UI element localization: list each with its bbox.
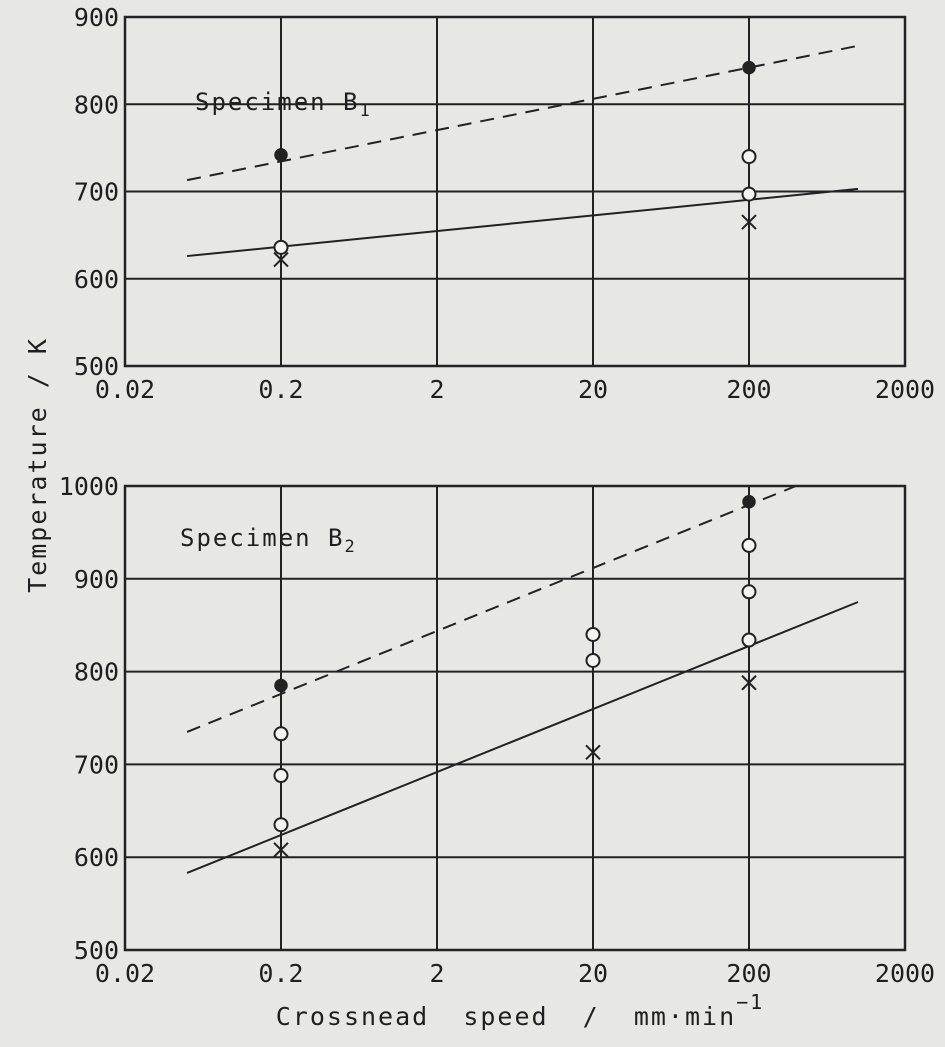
data-point-cross <box>741 214 757 230</box>
data-point-cross <box>273 251 289 268</box>
data-point-open <box>741 186 757 202</box>
panel-title: Specimen B2 <box>180 524 357 557</box>
x-tick-label: 200 <box>726 959 771 988</box>
panel-title: Specimen B1 <box>195 88 372 121</box>
y-tick-label: 500 <box>74 352 119 381</box>
data-point-open <box>741 632 757 648</box>
x-axis-title-main: Crossnead speed / mm·min <box>276 1002 736 1031</box>
data-point-open <box>273 726 289 742</box>
data-point-cross <box>585 744 601 761</box>
data-point-filled <box>742 495 756 509</box>
data-point-open <box>273 817 289 833</box>
data-point-open <box>741 149 757 165</box>
x-tick-label: 20 <box>578 959 608 988</box>
data-point-open <box>585 652 601 668</box>
panel-b1: 500 600 700 800 900 0.02 0.2 2 20 200 2000 Specimen… <box>74 3 935 404</box>
y-tick-label: 600 <box>74 843 119 872</box>
y-tick-label: 1000 <box>59 472 119 501</box>
panel-title-subscript: 1 <box>360 101 372 121</box>
x-tick-label: 20 <box>578 375 608 404</box>
data-point-filled <box>274 148 288 162</box>
x-tick-label: 2 <box>429 959 444 988</box>
cross-stroke <box>741 675 757 691</box>
panel-title-subscript: 2 <box>345 537 357 557</box>
y-axis-title: Temperature / K <box>23 337 52 593</box>
x-tick-label: 0.2 <box>258 959 303 988</box>
cross-stroke <box>741 214 757 230</box>
data-point-cross <box>273 842 289 858</box>
y-tick-label: 900 <box>74 3 119 32</box>
panel-title-letter: B <box>328 524 344 552</box>
data-point-open <box>741 584 757 600</box>
cross-stroke <box>273 251 289 268</box>
plot-frame <box>123 484 907 952</box>
x-axis-title-exponent: −1 <box>736 990 764 1014</box>
data-point-open <box>585 626 601 642</box>
x-tick-label: 2000 <box>875 375 935 404</box>
y-tick-label: 800 <box>74 90 119 119</box>
plot-frame <box>123 15 907 368</box>
cross-stroke <box>273 842 289 858</box>
x-tick-label: 2000 <box>875 959 935 988</box>
y-tick-label: 700 <box>74 750 119 779</box>
data-point-open <box>741 537 757 553</box>
panel-title-letter: B <box>343 88 359 116</box>
x-tick-label: 200 <box>726 375 771 404</box>
y-tick-label: 800 <box>74 658 119 687</box>
x-tick-label: 2 <box>429 375 444 404</box>
panel-title-main: Specimen <box>195 88 343 116</box>
panel-title-main: Specimen <box>180 524 328 552</box>
x-tick-label: 0.02 <box>95 959 155 988</box>
fit-line-dashed <box>186 485 797 733</box>
y-tick-label: 600 <box>74 265 119 294</box>
y-tick-label: 500 <box>74 936 119 965</box>
x-tick-label: 0.2 <box>258 375 303 404</box>
x-axis-title: Crossnead speed / mm·min−1 <box>276 990 764 1031</box>
cross-stroke <box>585 744 601 761</box>
fit-line-solid <box>186 601 859 874</box>
y-tick-label: 700 <box>74 178 119 207</box>
data-point-filled <box>742 60 756 75</box>
data-point-cross <box>741 675 757 691</box>
data-point-open <box>273 239 289 255</box>
panel-b2: 500 600 700 800 900 1000 0.02 0.2 2 20 200 2000 Spec… <box>59 472 935 988</box>
x-tick-label: 0.02 <box>95 375 155 404</box>
data-point-open <box>273 768 289 784</box>
y-tick-label: 900 <box>74 565 119 594</box>
data-point-filled <box>274 678 288 693</box>
